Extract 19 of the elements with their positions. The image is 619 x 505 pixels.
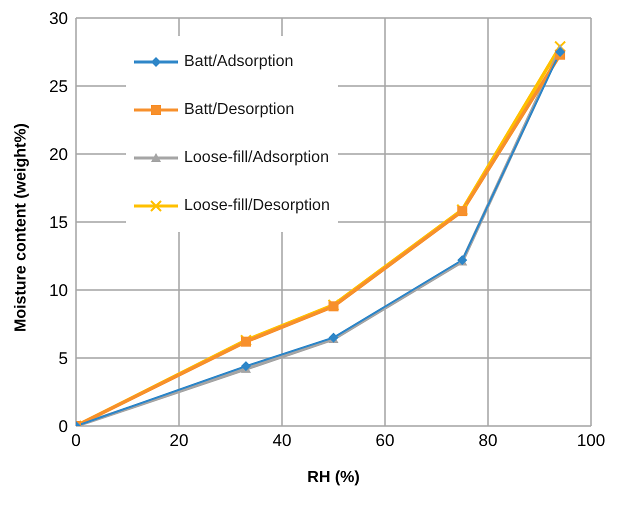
legend-label: Loose-fill/Adsorption bbox=[184, 149, 329, 167]
y-tick-label: 20 bbox=[49, 145, 68, 164]
y-tick-label: 15 bbox=[49, 213, 68, 232]
x-tick-label: 80 bbox=[478, 431, 498, 450]
x-tick-label: 40 bbox=[272, 431, 292, 450]
x-tick-label: 20 bbox=[170, 431, 188, 450]
y-tick-label: 5 bbox=[58, 349, 68, 368]
legend-label: Batt/Adsorption bbox=[184, 53, 294, 71]
y-tick-label: 10 bbox=[49, 281, 68, 300]
x-tick-label: 100 bbox=[576, 431, 606, 450]
legend-label: Loose-fill/Desorption bbox=[184, 197, 330, 215]
y-tick-label: 0 bbox=[58, 417, 68, 436]
x-axis-title: RH (%) bbox=[307, 469, 360, 486]
y-tick-label: 25 bbox=[49, 77, 68, 96]
legend-label: Batt/Desorption bbox=[184, 101, 294, 119]
y-tick-label: 30 bbox=[49, 9, 68, 28]
x-tick-label: 60 bbox=[376, 431, 394, 450]
x-tick-label: 0 bbox=[71, 431, 81, 450]
y-axis-title: Moisture content (weight%) bbox=[12, 123, 30, 332]
